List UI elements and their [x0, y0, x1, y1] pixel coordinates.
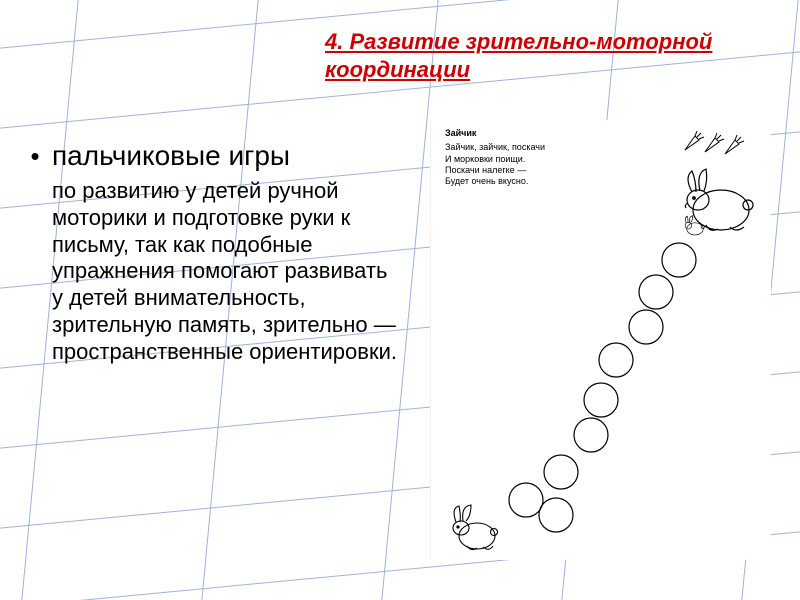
- poem-line: Поскачи налегке —: [445, 165, 545, 176]
- content-block: • пальчиковые игры по развитию у детей р…: [28, 140, 398, 366]
- section-heading: 4. Развитие зрительно-моторной координац…: [325, 28, 712, 83]
- carrots-icon: [685, 131, 744, 154]
- path-circle: [509, 483, 543, 517]
- path-circle: [574, 418, 608, 452]
- poem-block: Зайчик Зайчик, зайчик, поскачи И морковк…: [445, 128, 545, 187]
- path-circle: [539, 498, 573, 532]
- body-paragraph: по развитию у детей ручной моторики и по…: [52, 178, 398, 366]
- path-circle: [584, 383, 618, 417]
- path-circle: [599, 343, 633, 377]
- poem-line: Будет очень вкусно.: [445, 176, 545, 187]
- rabbit-small-icon: [453, 505, 498, 550]
- bullet-marker: •: [28, 143, 42, 169]
- path-circle: [639, 275, 673, 309]
- poem-line: Зайчик, зайчик, поскачи: [445, 142, 545, 153]
- worksheet-panel: Зайчик Зайчик, зайчик, поскачи И морковк…: [430, 120, 771, 560]
- poem-title: Зайчик: [445, 128, 545, 139]
- path-circle: [662, 243, 696, 277]
- bullet-item: • пальчиковые игры: [28, 140, 398, 172]
- path-circle: [544, 455, 578, 489]
- heading-line-1: 4. Развитие зрительно-моторной: [325, 28, 712, 56]
- bullet-title: пальчиковые игры: [52, 140, 290, 172]
- heading-line-2: координации: [325, 56, 712, 84]
- circles-path: [509, 243, 696, 532]
- rabbit-large-icon: [685, 169, 753, 235]
- path-circle: [629, 310, 663, 344]
- poem-line: И морковки поищи.: [445, 154, 545, 165]
